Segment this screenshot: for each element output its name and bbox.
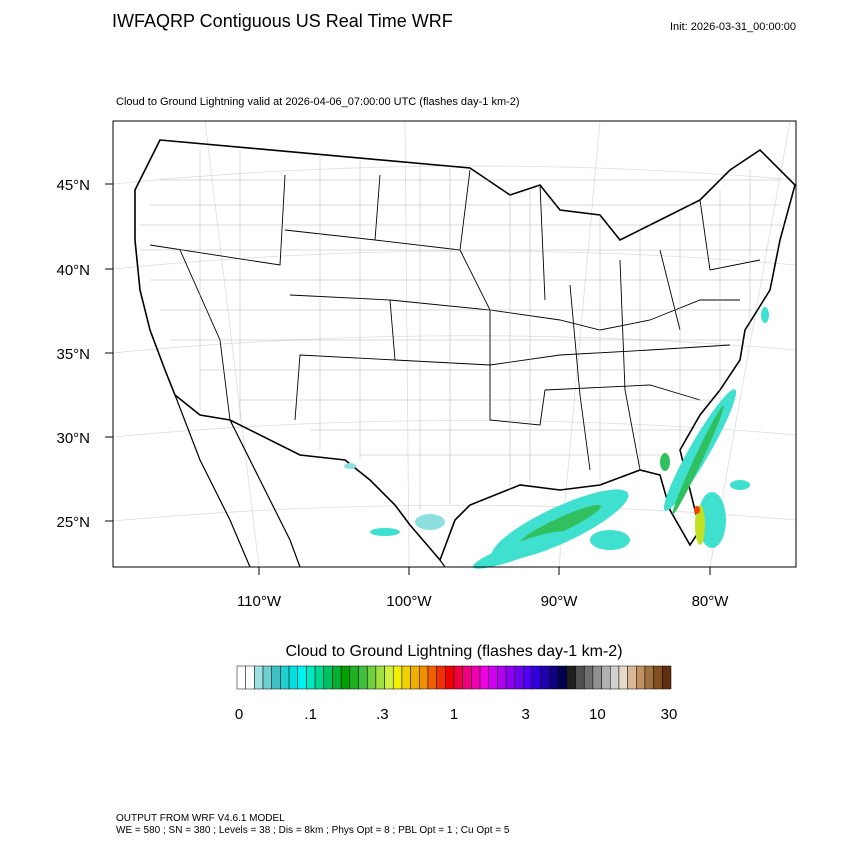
colorbar-swatch	[410, 665, 420, 690]
colorbar-swatch	[323, 665, 333, 690]
lon-label: 100°W	[386, 593, 432, 610]
lon-label: 80°W	[692, 593, 730, 610]
colorbar-swatch	[288, 665, 299, 690]
colorbar-swatch	[592, 665, 602, 690]
colorbar-swatch	[332, 665, 342, 690]
colorbar-tick-label: 3	[521, 706, 529, 723]
lat-label: 30°N	[56, 430, 90, 447]
colorbar-swatch	[419, 665, 429, 690]
colorbar-swatch	[601, 665, 611, 690]
colorbar-swatch	[644, 665, 654, 690]
colorbar-swatch	[375, 665, 385, 690]
lat-label: 25°N	[56, 514, 90, 531]
colorbar-swatch	[401, 665, 411, 690]
colorbar-swatch	[280, 665, 290, 690]
colorbar-swatch	[314, 665, 325, 690]
footer-line: WE = 580 ; SN = 380 ; Levels = 38 ; Dis …	[116, 825, 510, 836]
mexico-coast	[174, 394, 446, 568]
colorbar-swatch	[566, 665, 576, 690]
title: IWFAQRP Contiguous US Real Time WRF	[112, 11, 453, 31]
colorbar-swatch	[549, 665, 559, 690]
map-frame	[112, 120, 797, 568]
colorbar-swatch	[653, 665, 663, 690]
colorbar-swatch	[618, 665, 628, 690]
colorbar-swatch	[306, 665, 316, 690]
colorbar-swatch	[297, 665, 307, 690]
colorbar-swatch	[471, 665, 481, 690]
colorbar-swatch	[366, 665, 377, 690]
colorbar-swatch	[575, 665, 585, 690]
lon-label: 90°W	[541, 593, 579, 610]
footer-line: OUTPUT FROM WRF V4.6.1 MODEL	[116, 813, 285, 824]
colorbar-swatch	[236, 665, 246, 690]
lightning	[344, 307, 769, 569]
colorbar-swatch	[505, 665, 516, 690]
subtitle: Cloud to Ground Lightning valid at 2026-…	[116, 96, 520, 108]
colorbar-swatch	[271, 665, 281, 690]
colorbar-swatch	[436, 665, 446, 690]
lat-label: 45°N	[56, 177, 90, 194]
colorbar-swatch	[488, 665, 498, 690]
colorbar-swatch	[254, 665, 264, 690]
colorbar-swatch	[662, 665, 672, 690]
us-outline	[134, 139, 796, 562]
colorbar-swatch	[462, 665, 472, 690]
lon-label: 110°W	[237, 593, 282, 610]
colorbar-tick-label: 10	[589, 706, 606, 723]
colorbar-title: Cloud to Ground Lightning (flashes day-1…	[285, 643, 622, 660]
colorbar-swatch	[636, 665, 646, 690]
colorbar-swatch	[540, 665, 550, 690]
lat-label: 35°N	[56, 346, 90, 363]
colorbar-swatch	[523, 665, 533, 690]
colorbar-swatch	[453, 665, 463, 690]
colorbar-tick-label: 1	[450, 706, 458, 723]
colorbar-swatch	[531, 665, 542, 690]
colorbar-swatch	[479, 665, 489, 690]
colorbar-tick-label: 30	[661, 706, 678, 723]
colorbar-swatch	[427, 665, 437, 690]
colorbar-tick-label: .1	[304, 706, 317, 723]
colorbar-swatch	[445, 665, 455, 690]
colorbar-swatch	[392, 665, 403, 690]
colorbar-tick-label: 0	[235, 706, 243, 723]
colorbar-swatch	[609, 665, 620, 690]
graticule	[112, 120, 797, 568]
map	[112, 120, 797, 569]
colorbar-swatch	[349, 665, 359, 690]
init-time: Init: 2026-03-31_00:00:00	[670, 21, 796, 33]
colorbar-swatch	[497, 665, 507, 690]
colorbar-swatch	[384, 665, 394, 690]
colorbar-swatch	[627, 665, 637, 690]
colorbar-swatch	[583, 665, 594, 690]
colorbar-swatch	[262, 665, 272, 690]
county-lines	[140, 150, 790, 510]
lat-label: 40°N	[56, 262, 90, 279]
colorbar-swatch	[340, 665, 351, 690]
colorbar-swatch	[358, 665, 368, 690]
colorbar-swatch	[557, 665, 568, 690]
colorbar-swatch	[245, 665, 255, 690]
colorbar-tick-label: .3	[376, 706, 389, 723]
colorbar-swatch	[514, 665, 524, 690]
